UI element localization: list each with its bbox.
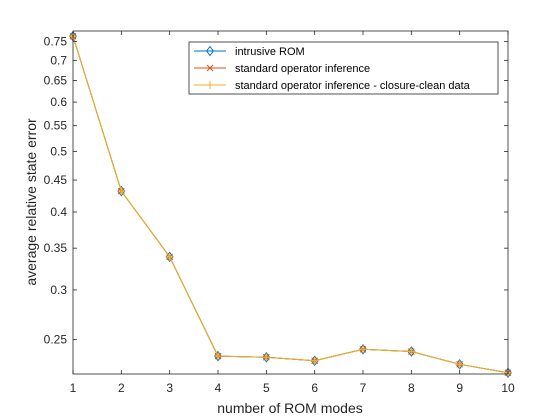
data-point: [407, 346, 416, 357]
x-tick-label: 2: [118, 381, 125, 395]
x-tick-label: 6: [311, 381, 318, 395]
legend-entry: standard operator inference - closure-cl…: [194, 80, 471, 92]
data-point: [117, 185, 126, 197]
x-ticks: 1 2 3 4 5 6 7 8 9 10: [70, 31, 515, 395]
series-line: [72, 36, 509, 374]
legend-label: standard operator inference - closure-cl…: [235, 80, 471, 92]
data-point: [214, 352, 222, 361]
data-point: [310, 356, 319, 365]
y-tick-label: 0.6: [50, 95, 67, 109]
y-tick-label: 0.55: [44, 119, 68, 133]
y-tick-label: 0.4: [50, 205, 67, 219]
data-point: [262, 351, 271, 363]
x-tick-label: 7: [360, 381, 367, 395]
legend-marker: [206, 81, 214, 89]
legend-marker: [206, 45, 214, 57]
data-point: [359, 343, 367, 355]
series-layer: [69, 30, 512, 379]
legend-label: standard operator inference: [235, 63, 370, 75]
y-tick-label: 0.5: [50, 145, 67, 159]
legend-entry: standard operator inference: [194, 63, 370, 75]
data-point: [455, 360, 464, 369]
data-point: [359, 345, 367, 354]
y-tick-label: 0.65: [44, 73, 68, 87]
x-axis-label: number of ROM modes: [217, 400, 363, 416]
x-tick-label: 5: [263, 381, 270, 395]
x-tick-label: 10: [501, 381, 515, 395]
data-point: [504, 367, 512, 379]
data-point: [455, 358, 464, 370]
x-tick-label: 3: [166, 381, 173, 395]
data-point: [165, 251, 174, 263]
y-ticks: 0.25 0.3 0.35 0.4 0.45 0.5 0.55 0.6 0.65 0.7 0.75: [44, 35, 508, 346]
y-tick-label: 0.35: [44, 241, 68, 255]
x-tick-label: 4: [215, 381, 222, 395]
legend-label: intrusive ROM: [235, 46, 305, 58]
data-point: [407, 347, 416, 356]
data-point: [310, 355, 319, 367]
legend-box: [188, 41, 499, 95]
y-axis-label: average relative state error: [23, 118, 39, 286]
y-tick-label: 0.7: [50, 53, 67, 67]
y-tick-label: 0.75: [44, 35, 68, 49]
legend-entries: intrusive ROM standard operator inference…: [194, 45, 471, 92]
legend: intrusive ROM standard operator inference…: [188, 41, 499, 95]
legend-marker: [206, 64, 214, 72]
axes-box: [72, 30, 509, 375]
x-tick-label: 1: [70, 381, 77, 395]
data-point: [262, 353, 271, 362]
legend-entry: intrusive ROM: [194, 45, 305, 58]
y-tick-label: 0.25: [44, 332, 68, 346]
y-tick-label: 0.45: [44, 173, 68, 187]
data-point: [214, 350, 222, 362]
x-tick-label: 9: [456, 381, 463, 395]
data-point: [117, 187, 126, 196]
data-point: [165, 252, 174, 261]
x-tick-label: 8: [408, 381, 415, 395]
y-tick-label: 0.3: [50, 283, 67, 297]
